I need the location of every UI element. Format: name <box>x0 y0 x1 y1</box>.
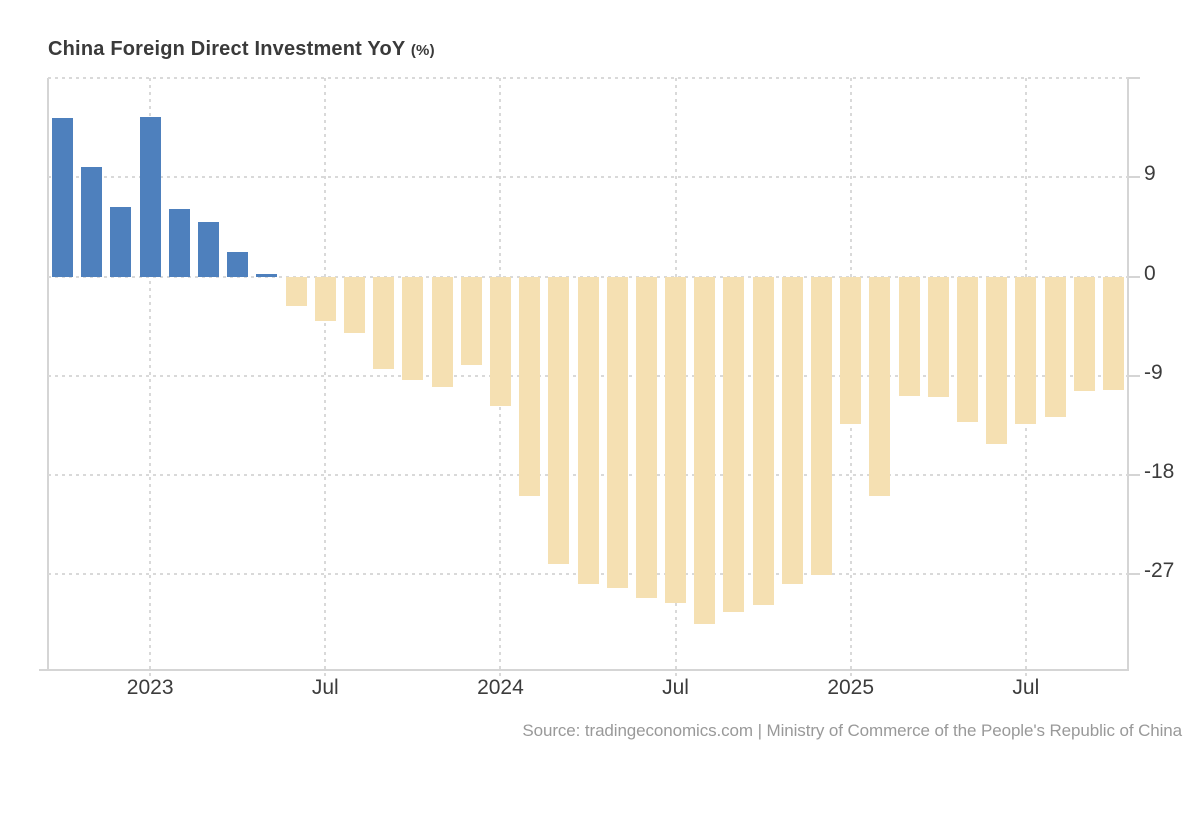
y-axis-tick <box>1128 275 1140 278</box>
bar-jun-2023[interactable] <box>285 276 307 307</box>
bar-dec-2023[interactable] <box>460 276 482 365</box>
plot-border-left <box>47 78 49 669</box>
bar-may-2023[interactable] <box>256 273 278 277</box>
gridline-vertical <box>324 78 327 676</box>
y-axis-tick <box>1128 176 1140 179</box>
bar-aug-2023[interactable] <box>343 276 365 333</box>
x-axis-label: 2025 <box>827 676 875 699</box>
gridline-horizontal <box>48 77 1128 79</box>
bar-sep-2025[interactable] <box>1073 276 1095 392</box>
bar-apr-2025[interactable] <box>927 276 949 397</box>
bar-mar-2023[interactable] <box>198 222 220 277</box>
bar-jan-2024[interactable] <box>489 276 511 406</box>
y-axis-label: 0 <box>1144 261 1156 285</box>
bar-jul-2024[interactable] <box>665 276 687 604</box>
bar-mar-2025[interactable] <box>898 276 920 396</box>
x-axis-label: Jul <box>662 676 689 699</box>
bar-aug-2025[interactable] <box>1044 276 1066 417</box>
bar-may-2025[interactable] <box>956 276 978 423</box>
bar-feb-2023[interactable] <box>168 209 190 277</box>
bar-oct-2024[interactable] <box>752 276 774 606</box>
bar-nov-2022[interactable] <box>81 167 103 277</box>
x-axis-label: 2024 <box>477 676 524 699</box>
gridline-horizontal <box>48 176 1128 179</box>
bar-jul-2025[interactable] <box>1015 276 1037 425</box>
bar-dec-2022[interactable] <box>110 207 132 277</box>
bar-feb-2024[interactable] <box>519 276 541 497</box>
chart-title: China Foreign Direct Investment YoY (%) <box>48 38 435 61</box>
bar-oct-2025[interactable] <box>1102 276 1124 391</box>
y-axis-label: 9 <box>1144 162 1156 186</box>
y-axis-tick <box>1128 573 1140 576</box>
y-axis-tick <box>1128 77 1140 79</box>
y-axis-label: -9 <box>1144 360 1163 384</box>
y-axis-label: -27 <box>1144 559 1175 583</box>
plot-area <box>39 77 1140 676</box>
x-axis-label: Jul <box>1012 676 1040 699</box>
bar-mar-2024[interactable] <box>548 276 570 565</box>
bar-dec-2024[interactable] <box>811 276 832 576</box>
y-axis-tick <box>1128 374 1140 377</box>
bar-jun-2024[interactable] <box>635 276 657 598</box>
bar-feb-2025[interactable] <box>869 276 891 497</box>
x-axis-label: Jul <box>311 676 339 699</box>
bar-nov-2023[interactable] <box>431 276 453 387</box>
bar-aug-2024[interactable] <box>694 276 716 624</box>
x-axis-label: 2023 <box>126 676 174 699</box>
bar-nov-2024[interactable] <box>781 276 803 585</box>
plot-border-right <box>1127 78 1129 669</box>
bar-may-2024[interactable] <box>606 276 628 588</box>
bar-jun-2025[interactable] <box>986 276 1008 445</box>
bar-jan-2025[interactable] <box>840 276 862 425</box>
bar-jan-2023[interactable] <box>139 116 161 277</box>
bar-apr-2023[interactable] <box>227 252 249 277</box>
bar-jul-2023[interactable] <box>314 276 336 321</box>
bar-apr-2024[interactable] <box>577 276 599 585</box>
x-axis-line <box>39 669 1129 671</box>
source-text: Source: tradingeconomics.com | Ministry … <box>522 721 1182 740</box>
bar-oct-2023[interactable] <box>402 276 424 381</box>
bar-oct-2022[interactable] <box>52 117 74 277</box>
bar-sep-2024[interactable] <box>723 276 745 612</box>
chart-title-unit: (%) <box>410 42 435 59</box>
gridline-vertical <box>149 78 152 676</box>
y-axis-tick <box>1128 474 1140 477</box>
y-axis-label: -18 <box>1144 460 1175 484</box>
bar-sep-2023[interactable] <box>373 276 395 370</box>
chart-title-text: China Foreign Direct Investment YoY <box>48 38 406 60</box>
